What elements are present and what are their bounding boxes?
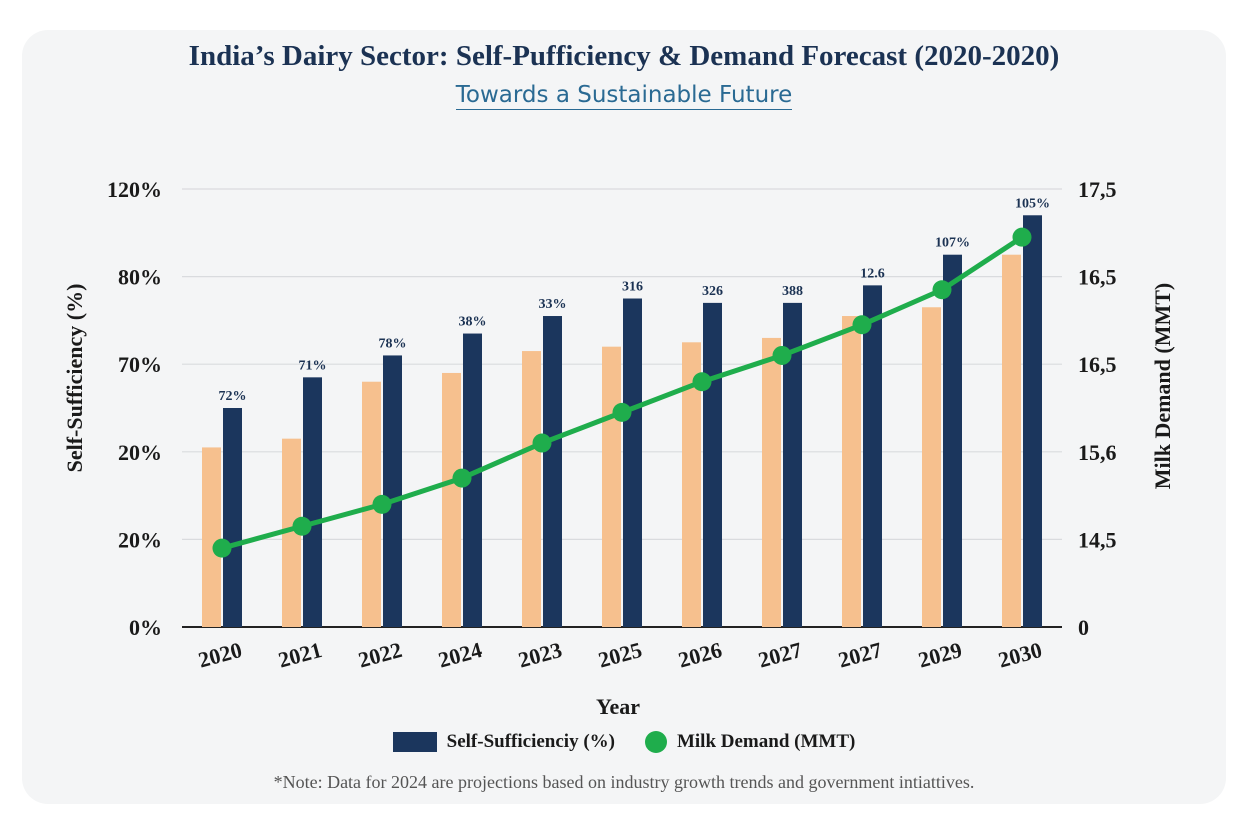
light-bar [922,307,941,627]
y-tick-label: 70% [118,352,162,377]
light-bar [202,447,221,627]
bar-data-label: 72% [219,389,247,404]
bar-labels: 72% 71% 78% 38% 33% 316 326 388 12.6 107% 105% [219,196,1051,404]
x-tick-label: 2020 [196,637,245,673]
legend: Self-Sufficienciy (%) Milk Demand (MMT) [0,731,1248,753]
light-bar [602,346,621,627]
milk-demand-point [772,345,792,365]
self-sufficiency-bar [703,302,722,627]
legend-bar-swatch [392,732,437,752]
x-tick-label: 2027 [836,637,885,673]
milk-demand-point [292,516,312,536]
light-bars [202,254,1021,627]
self-sufficiency-bar [1023,215,1042,627]
y2-tick-label: 16,5 [1078,265,1117,290]
light-bar [522,351,541,627]
gridlines [182,188,1062,628]
milk-demand-point [452,468,472,488]
light-bar [842,316,861,627]
legend-bar-label: Self-Sufficienciy (%) [446,731,615,752]
milk-demand-point [932,280,952,300]
light-bar [1002,254,1021,627]
self-sufficiency-bar [303,377,322,627]
self-sufficiency-bar [783,302,802,627]
light-bar [762,337,781,627]
self-sufficiency-bar [623,298,642,627]
y-tick-label: 20% [118,440,162,465]
milk-demand-point [692,372,712,392]
x-tick-label: 2027 [756,637,805,673]
subtitle-link[interactable]: Towards a Sustainable Future [455,82,793,110]
y-tick-label: 0% [129,615,162,640]
bar-data-label: 33% [539,297,567,312]
y2-tick-label: 0 [1078,615,1089,640]
self-sufficiency-bar [463,333,482,627]
bar-data-label: 12.6 [860,266,885,281]
y2-tick-label: 16,5 [1078,352,1117,377]
milk-demand-point [612,402,632,422]
y-axis-title: Self-Sufficiency (%) [62,284,87,473]
legend-item-bar[interactable]: Self-Sufficienciy (%) [392,731,615,753]
demand-line [212,227,1032,558]
y2-tick-label: 15,6 [1078,440,1117,465]
bar-data-label: 78% [379,336,407,351]
y-tick-label: 80% [118,265,162,290]
y-tick-label: 20% [118,527,162,552]
self-sufficiency-bar [863,285,882,627]
bar-data-label: 107% [935,236,970,251]
bar-data-label: 326 [702,284,723,299]
milk-demand-point [212,538,232,558]
bar-data-label: 71% [299,358,327,373]
light-bar [282,438,301,627]
x-tick-label: 2021 [276,637,325,673]
self-sufficiency-bar [943,254,962,627]
x-tick-label: 2022 [356,637,405,673]
x-tick-label: 2029 [916,637,965,673]
x-tick-label: 2025 [596,637,645,673]
y-axis-right: 0 14,5 15,6 16,5 16,5 17,5 [1078,177,1117,640]
x-axis-title: Year [596,694,640,719]
self-sufficiency-bar [223,408,242,627]
y-axis-left: 0% 20% 20% 70% 80% 120% [107,177,162,640]
bar-data-label: 105% [1015,196,1050,211]
self-sufficiency-bar [383,355,402,627]
x-tick-label: 2023 [516,637,565,673]
x-tick-label: 2030 [996,637,1045,673]
bar-data-label: 38% [459,315,487,330]
x-axis: 2020 2021 2022 2024 2023 2025 2026 2027 2027 2029… [196,637,1045,673]
y2-tick-label: 14,5 [1078,527,1117,552]
chart-title: India’s Dairy Sector: Self-Pufficiency &… [188,40,1060,72]
light-bar [682,342,701,627]
self-sufficiency-bar [543,316,562,627]
bar-data-label: 388 [782,284,803,299]
footnote: *Note: Data for 2024 are projections bas… [273,772,975,792]
legend-item-line[interactable]: Milk Demand (MMT) [644,731,856,753]
milk-demand-point [372,494,392,514]
milk-demand-point [852,315,872,335]
milk-demand-point [1012,227,1032,247]
milk-demand-point [532,433,552,453]
y2-axis-title: Milk Demand (MMT) [1150,283,1175,490]
light-bar [442,372,461,627]
legend-line-label: Milk Demand (MMT) [676,731,856,752]
dark-bars [223,215,1042,627]
light-bar [362,381,381,627]
x-tick-label: 2024 [436,637,485,673]
legend-line-swatch [644,731,667,753]
chart-subtitle[interactable]: Towards a Sustainable Future [0,82,1248,110]
y-tick-label: 120% [107,177,162,202]
y2-tick-label: 17,5 [1078,177,1117,202]
bar-data-label: 316 [622,280,643,295]
x-tick-label: 2026 [676,637,725,673]
